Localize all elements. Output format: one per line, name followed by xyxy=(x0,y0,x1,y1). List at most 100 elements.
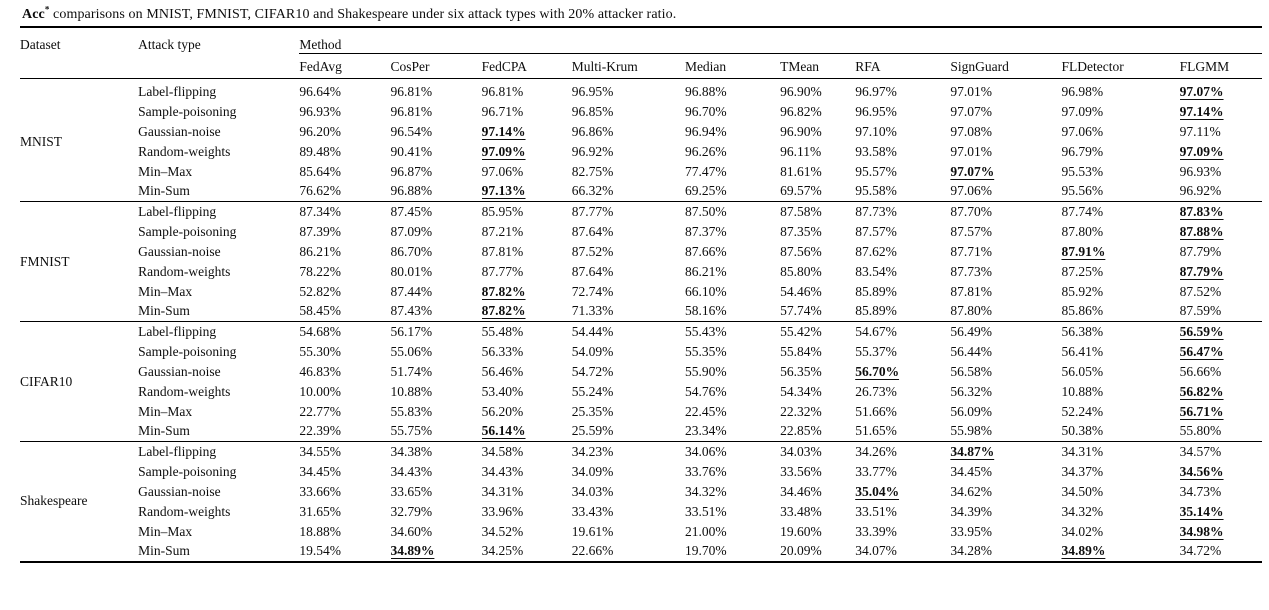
accuracy-value: 87.43% xyxy=(390,301,482,322)
table-row: Random-weights 78.22% 80.01% 87.77% 87.64% 86… xyxy=(20,262,1262,282)
accuracy-value: 66.10% xyxy=(684,283,727,299)
accuracy-value: 87.59% xyxy=(1179,301,1262,322)
table-caption: Acc* comparisons on MNIST, FMNIST, CIFAR… xyxy=(20,5,1262,24)
accuracy-value: 56.49% xyxy=(950,323,992,339)
table-row: Min-Sum 58.45% 87.43% 87.82% 71.33% 58.16% 57.… xyxy=(20,301,1262,322)
accuracy-value: 56.47% xyxy=(1179,343,1224,359)
accuracy-value: 96.64% xyxy=(299,83,342,99)
accuracy-value: 97.11% xyxy=(1179,123,1221,139)
accuracy-value: 25.59% xyxy=(571,421,685,442)
accuracy-value: 87.73% xyxy=(855,203,897,219)
accuracy-value: 87.21% xyxy=(481,223,524,239)
accuracy-value: 55.24% xyxy=(571,383,614,399)
accuracy-value: 95.56% xyxy=(1061,181,1180,202)
accuracy-value: 33.95% xyxy=(950,523,992,539)
accuracy-value: 34.56% xyxy=(1179,463,1224,479)
table-row: Sample-poisoning 34.45% 34.43% 34.43% 34.09%… xyxy=(20,462,1262,482)
accuracy-value: 97.07% xyxy=(950,103,992,119)
accuracy-value: 83.54% xyxy=(855,263,897,279)
col-header-method-cosper: CosPer xyxy=(390,53,482,79)
accuracy-value: 34.50% xyxy=(1061,483,1104,499)
accuracy-value: 96.94% xyxy=(684,123,727,139)
attack-type-label: Label-flipping xyxy=(138,83,217,99)
col-header-method-multi-krum: Multi-Krum xyxy=(571,53,685,79)
header-row-groups: Dataset Attack type Method xyxy=(20,27,1262,79)
col-header-method-tmean: TMean xyxy=(780,53,856,79)
table-row: CIFAR10 Label-flipping 54.68% 56.17% 55.48% 5… xyxy=(20,321,1262,442)
table-row: Shakespeare Label-flipping 34.55% 34.38% 34.… xyxy=(20,441,1262,562)
accuracy-value: 19.61% xyxy=(571,523,614,539)
accuracy-value: 87.56% xyxy=(780,243,822,259)
accuracy-value: 72.74% xyxy=(571,283,614,299)
table-row: Gaussian-noise 86.21% 86.70% 87.81% 87.52% 87… xyxy=(20,242,1262,262)
accuracy-value: 96.97% xyxy=(855,83,897,99)
accuracy-value: 66.32% xyxy=(571,181,685,202)
accuracy-value: 56.70% xyxy=(855,363,900,379)
accuracy-value: 97.10% xyxy=(855,123,897,139)
col-header-method-flgmm: FLGMM xyxy=(1179,53,1262,79)
table-row: Min-Sum 22.39% 55.75% 56.14% 25.59% 23.34% 22.… xyxy=(20,421,1262,442)
accuracy-value: 97.06% xyxy=(950,181,1062,202)
attack-type-label: Sample-poisoning xyxy=(138,223,237,239)
accuracy-value: 33.43% xyxy=(571,503,614,519)
col-header-method-fedcpa: FedCPA xyxy=(481,53,572,79)
col-header-method-group: Method xyxy=(299,27,1262,54)
accuracy-value: 87.45% xyxy=(390,203,433,219)
accuracy-value: 97.13% xyxy=(481,181,572,202)
accuracy-value: 56.20% xyxy=(481,403,524,419)
accuracy-value: 87.39% xyxy=(299,223,342,239)
accuracy-value: 35.14% xyxy=(1179,503,1224,519)
table-row: Sample-poisoning 96.93% 96.81% 96.71% 96.85%… xyxy=(20,102,1262,122)
accuracy-value: 87.82% xyxy=(481,301,572,322)
accuracy-value: 58.16% xyxy=(684,301,781,322)
accuracy-value: 95.57% xyxy=(855,163,897,179)
accuracy-value: 87.57% xyxy=(950,223,992,239)
accuracy-value: 96.85% xyxy=(571,103,614,119)
accuracy-value: 87.80% xyxy=(950,301,1062,322)
accuracy-value: 34.43% xyxy=(481,463,524,479)
accuracy-value: 22.85% xyxy=(780,421,856,442)
attack-type-label: Random-weights xyxy=(138,503,231,519)
accuracy-value: 86.21% xyxy=(684,263,727,279)
accuracy-value: 97.09% xyxy=(1061,103,1104,119)
accuracy-value: 87.58% xyxy=(780,203,822,219)
attack-type-label: Random-weights xyxy=(138,383,231,399)
accuracy-value: 34.31% xyxy=(481,483,524,499)
accuracy-value: 56.71% xyxy=(1179,403,1224,419)
accuracy-value: 34.31% xyxy=(1061,443,1104,459)
accuracy-value: 22.45% xyxy=(684,403,727,419)
accuracy-value: 96.88% xyxy=(684,83,727,99)
accuracy-value: 55.35% xyxy=(684,343,727,359)
accuracy-value: 87.80% xyxy=(1061,223,1104,239)
accuracy-value: 54.34% xyxy=(780,383,822,399)
accuracy-value: 56.32% xyxy=(950,383,992,399)
accuracy-value: 33.96% xyxy=(481,503,524,519)
accuracy-value: 34.52% xyxy=(481,523,524,539)
accuracy-value: 18.88% xyxy=(299,523,342,539)
accuracy-value: 34.32% xyxy=(684,483,727,499)
table-row: Gaussian-noise 96.20% 96.54% 97.14% 96.86% 96… xyxy=(20,122,1262,142)
accuracy-value: 34.39% xyxy=(950,503,992,519)
accuracy-value: 56.14% xyxy=(481,421,572,442)
accuracy-value: 34.28% xyxy=(950,541,1062,563)
accuracy-value: 97.09% xyxy=(481,143,526,159)
accuracy-value: 33.56% xyxy=(780,463,822,479)
accuracy-value: 22.39% xyxy=(299,421,391,442)
accuracy-value: 87.91% xyxy=(1061,243,1106,259)
accuracy-value: 22.66% xyxy=(571,541,685,563)
accuracy-value: 33.51% xyxy=(684,503,727,519)
table-row: Min–Max 52.82% 87.44% 87.82% 72.74% 66.10% 54.… xyxy=(20,282,1262,302)
attack-type-label: Random-weights xyxy=(138,263,231,279)
accuracy-value: 56.82% xyxy=(1179,383,1224,399)
accuracy-value: 69.57% xyxy=(780,181,856,202)
accuracy-value: 10.88% xyxy=(1061,383,1104,399)
accuracy-value: 50.38% xyxy=(1061,421,1180,442)
accuracy-value: 32.79% xyxy=(390,503,433,519)
accuracy-value: 33.76% xyxy=(684,463,727,479)
accuracy-value: 96.93% xyxy=(1179,163,1222,179)
accuracy-value: 96.81% xyxy=(390,83,433,99)
accuracy-value: 81.61% xyxy=(780,163,822,179)
accuracy-value: 34.55% xyxy=(299,443,342,459)
accuracy-value: 54.46% xyxy=(780,283,822,299)
accuracy-value: 34.23% xyxy=(571,443,614,459)
